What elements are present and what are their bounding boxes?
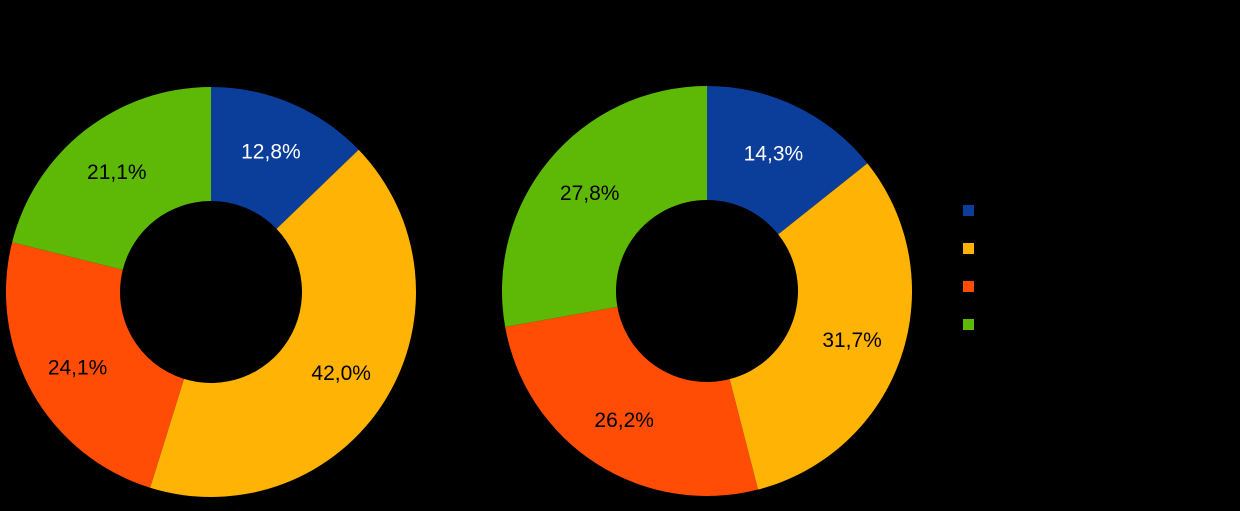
legend-swatch [963,281,974,292]
legend-item-0 [963,205,982,216]
donut-slice [150,149,416,498]
donut-slice [211,87,359,229]
donut-slice [729,163,912,490]
slice-label: 31,7% [822,329,882,352]
slice-label: 42,0% [311,362,371,385]
donut-chart-left: 12,8% 42,0% 24,1% 21,1% [5,86,416,498]
donut-slice [505,306,758,497]
slice-label: 26,2% [594,409,654,432]
donut-slice [12,86,212,270]
legend [963,205,982,330]
donut-chart-right: 14,3% 31,7% 26,2% 27,8% [501,85,912,497]
donut-slice [707,86,868,235]
slice-label: 21,1% [87,161,147,184]
donut-slice [5,242,184,488]
legend-swatch [963,205,974,216]
slice-label: 14,3% [744,143,804,166]
legend-swatch [963,319,974,330]
legend-item-1 [963,243,982,254]
slice-label: 27,8% [560,182,620,205]
legend-item-2 [963,281,982,292]
legend-swatch [963,243,974,254]
donut-slice [501,85,707,327]
slice-label: 12,8% [241,141,301,164]
slice-label: 24,1% [48,356,108,379]
legend-item-3 [963,319,982,330]
